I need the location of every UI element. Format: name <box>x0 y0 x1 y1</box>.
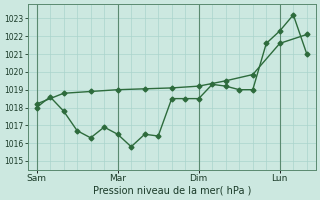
X-axis label: Pression niveau de la mer( hPa ): Pression niveau de la mer( hPa ) <box>92 186 251 196</box>
